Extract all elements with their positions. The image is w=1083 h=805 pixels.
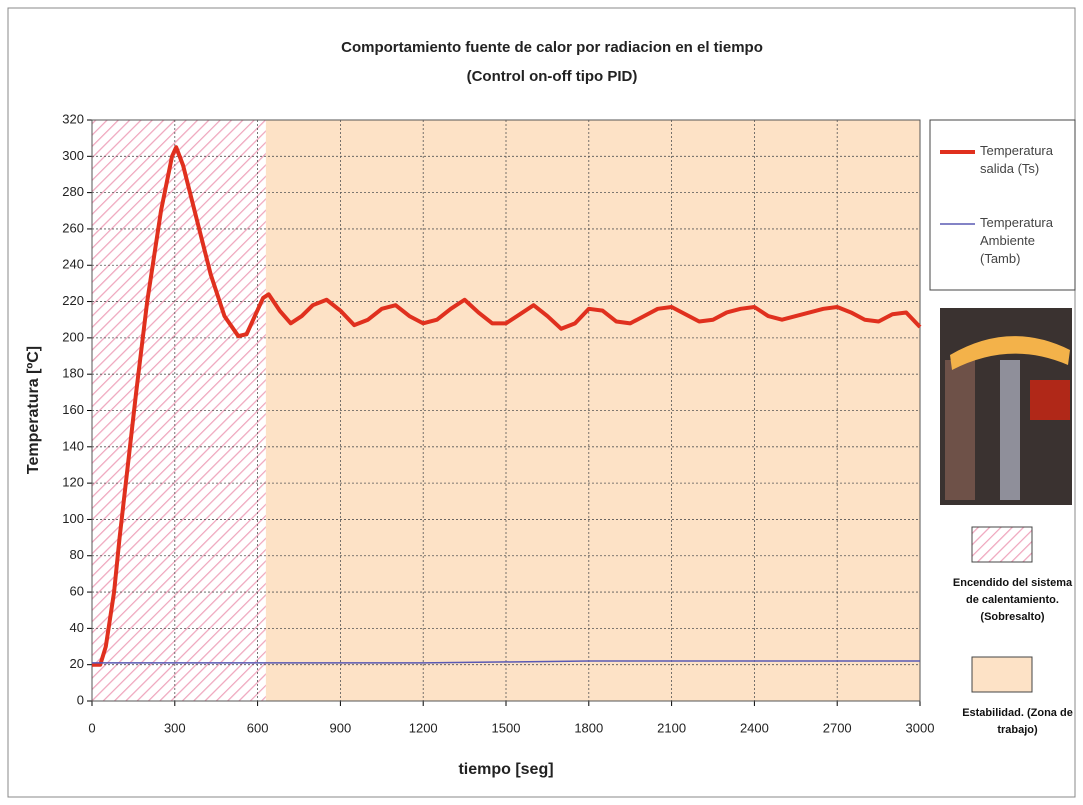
y-tick-label: 220 (62, 293, 84, 308)
y-tick-label: 100 (62, 511, 84, 526)
y-tick-label: 40 (70, 620, 84, 635)
y-tick-label: 0 (77, 692, 84, 707)
y-tick-label: 80 (70, 547, 84, 562)
y-tick-label: 20 (70, 656, 84, 671)
region-label: Estabilidad. (Zona de trabajo) (962, 707, 1073, 736)
y-tick-label: 300 (62, 148, 84, 163)
x-tick-label: 1200 (409, 720, 438, 735)
y-tick-label: 160 (62, 402, 84, 417)
region-swatch (971, 526, 1033, 563)
x-tick-label: 2700 (823, 720, 852, 735)
x-tick-label: 2400 (740, 720, 769, 735)
region (92, 120, 266, 701)
y-tick-label: 200 (62, 329, 84, 344)
y-tick-label: 320 (62, 111, 84, 126)
x-tick-label: 0 (88, 720, 95, 735)
y-tick-label: 180 (62, 366, 84, 381)
y-tick-label: 120 (62, 475, 84, 490)
x-tick-label: 900 (330, 720, 352, 735)
plot-border (91, 119, 921, 702)
region-swatch (971, 656, 1033, 693)
series-line (92, 660, 920, 664)
x-tick-label: 2100 (657, 720, 686, 735)
y-tick-label: 60 (70, 584, 84, 599)
y-axis-label: Temperatura [ºC] (25, 346, 42, 474)
legend-box (929, 119, 1076, 291)
x-tick-label: 300 (164, 720, 186, 735)
y-tick-label: 280 (62, 184, 84, 199)
x-tick-label: 1800 (574, 720, 603, 735)
series-line (92, 145, 922, 667)
y-tick-label: 140 (62, 438, 84, 453)
chart-subtitle: (Control on-off tipo PID) (467, 68, 638, 85)
region-label: Encendido del sistema de calentamiento. … (952, 577, 1073, 623)
y-tick-label: 240 (62, 257, 84, 272)
chart-title: Comportamiento fuente de calor por radia… (341, 39, 763, 56)
y-tick-label: 260 (62, 220, 84, 235)
x-tick-label: 600 (247, 720, 269, 735)
legend-label: Temperatura Ambiente (Tamb) (980, 215, 1053, 266)
x-tick-label: 1500 (492, 720, 521, 735)
legend-label: Temperatura salida (Ts) (980, 143, 1053, 176)
photo (940, 308, 1072, 505)
x-axis-label: tiempo [seg] (458, 761, 553, 778)
x-tick-label: 3000 (906, 720, 935, 735)
